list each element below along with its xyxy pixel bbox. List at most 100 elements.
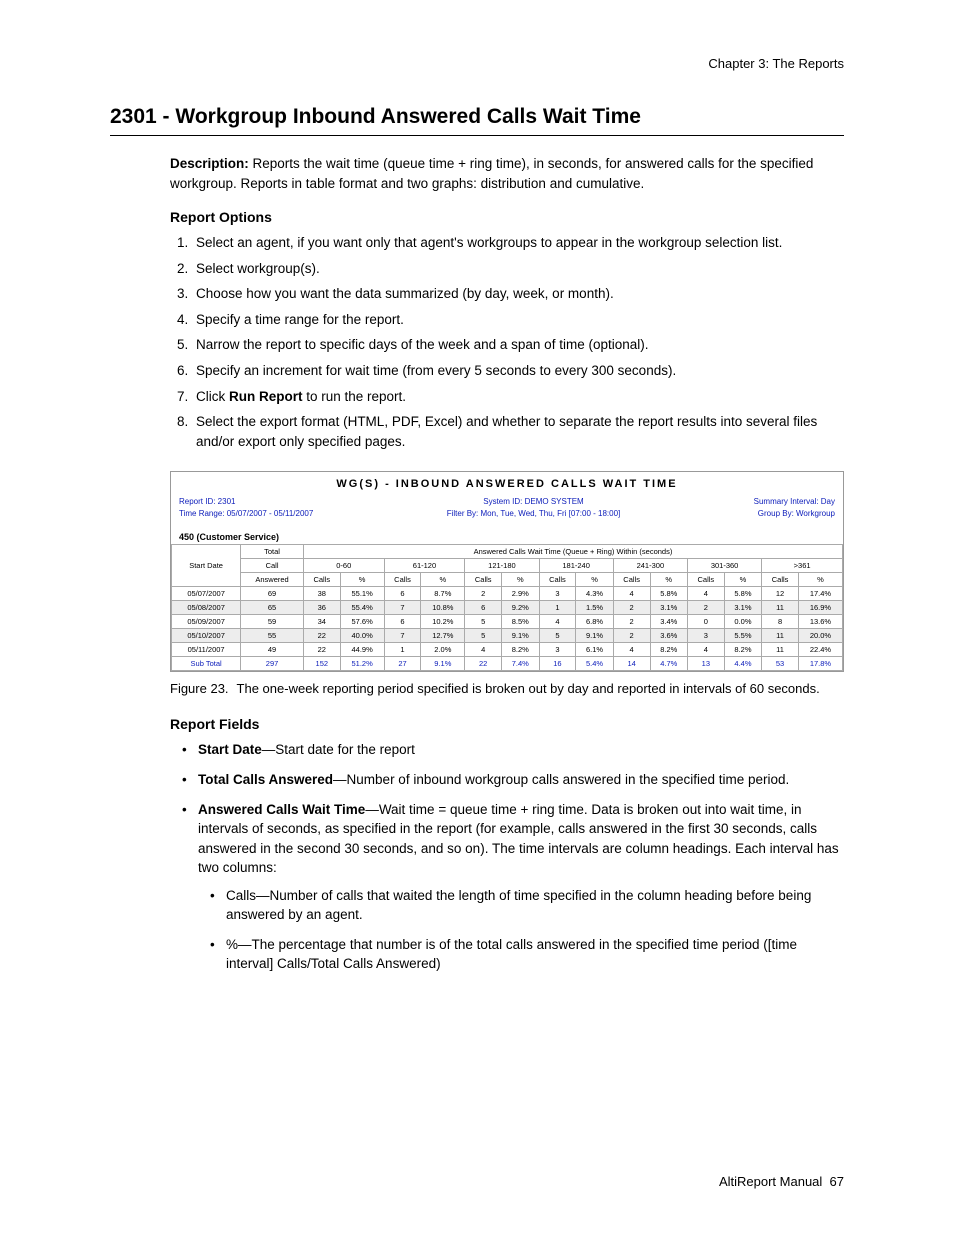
cell: 3.4% — [650, 615, 687, 629]
cell: 5 — [465, 629, 502, 643]
cell: 1 — [384, 643, 421, 657]
range-3: 181-240 — [539, 559, 613, 573]
report-options-heading: Report Options — [170, 209, 844, 225]
cell: 2 — [613, 601, 650, 615]
cell: 2 — [687, 601, 724, 615]
cell: 11 — [762, 629, 799, 643]
cell: 14 — [613, 657, 650, 671]
range-4: 241-300 — [613, 559, 687, 573]
options-list: Select an agent, if you want only that a… — [170, 233, 844, 451]
subcol: Calls — [613, 573, 650, 587]
subcol: Calls — [384, 573, 421, 587]
table-row: 05/07/2007693855.1%68.7%22.9%34.3%45.8%4… — [172, 587, 843, 601]
cell: 17.8% — [798, 657, 842, 671]
subcol: % — [650, 573, 687, 587]
cell: 5.4% — [576, 657, 613, 671]
option-item: Specify an increment for wait time (from… — [192, 361, 844, 381]
option7-pre: Click — [196, 389, 229, 404]
option-item: Choose how you want the data summarized … — [192, 284, 844, 304]
workgroup-label: 450 (Customer Service) — [171, 522, 843, 544]
subcol: % — [576, 573, 613, 587]
cell-total: 69 — [241, 587, 304, 601]
cell: 38 — [303, 587, 340, 601]
cell: 22.4% — [798, 643, 842, 657]
table-row: 05/10/2007552240.0%712.7%59.1%59.1%23.6%… — [172, 629, 843, 643]
footer-page-number: 67 — [830, 1174, 844, 1189]
cell: 5.8% — [724, 587, 761, 601]
cell: 27 — [384, 657, 421, 671]
meta-interval: Summary Interval: Day — [754, 496, 835, 508]
cell: 4.3% — [576, 587, 613, 601]
cell: 1 — [539, 601, 576, 615]
cell: 44.9% — [340, 643, 384, 657]
cell: 40.0% — [340, 629, 384, 643]
cell: 4 — [539, 615, 576, 629]
cell: 6 — [384, 587, 421, 601]
meta-center: System ID: DEMO SYSTEM Filter By: Mon, T… — [447, 496, 621, 520]
cell-subtotal-label: Sub Total — [172, 657, 241, 671]
subcol: Calls — [762, 573, 799, 587]
cell: 2 — [465, 587, 502, 601]
cell: 4 — [613, 643, 650, 657]
footer-text: AltiReport Manual — [719, 1174, 822, 1189]
description-text: Reports the wait time (queue time + ring… — [170, 156, 813, 191]
cell: 22 — [303, 629, 340, 643]
cell: 11 — [762, 643, 799, 657]
meta-right: Summary Interval: Day Group By: Workgrou… — [754, 496, 835, 520]
sub-field-item: Calls—Number of calls that waited the le… — [226, 886, 844, 925]
cell: 9.1% — [502, 629, 539, 643]
chapter-header: Chapter 3: The Reports — [110, 56, 844, 71]
cell: 7.4% — [502, 657, 539, 671]
cell: 8.2% — [724, 643, 761, 657]
field-item: Answered Calls Wait Time—Wait time = que… — [198, 800, 844, 975]
cell: 13.6% — [798, 615, 842, 629]
cell: 8.2% — [650, 643, 687, 657]
cell: 4 — [465, 643, 502, 657]
subcol: Calls — [465, 573, 502, 587]
cell: 3.1% — [724, 601, 761, 615]
data-table: Start Date Total Answered Calls Wait Tim… — [171, 544, 843, 671]
cell: 57.6% — [340, 615, 384, 629]
cell: 2 — [613, 615, 650, 629]
cell-date: 05/11/2007 — [172, 643, 241, 657]
table-row: 05/11/2007492244.9%12.0%48.2%36.1%48.2%4… — [172, 643, 843, 657]
page: Chapter 3: The Reports 2301 - Workgroup … — [0, 0, 954, 1235]
cell: 55.4% — [340, 601, 384, 615]
figure-label: Figure 23. — [170, 680, 237, 698]
cell: 152 — [303, 657, 340, 671]
report-figure: WG(S) - INBOUND ANSWERED CALLS WAIT TIME… — [170, 471, 844, 672]
cell: 53 — [762, 657, 799, 671]
range-5: 301-360 — [687, 559, 761, 573]
cell: 4.7% — [650, 657, 687, 671]
cell: 5 — [465, 615, 502, 629]
cell: 2.0% — [421, 643, 465, 657]
range-0: 0-60 — [303, 559, 384, 573]
report-title: WG(S) - INBOUND ANSWERED CALLS WAIT TIME — [171, 472, 843, 494]
cell: 6.8% — [576, 615, 613, 629]
option-item: Click Run Report to run the report. — [192, 387, 844, 407]
option-item: Select the export format (HTML, PDF, Exc… — [192, 412, 844, 451]
meta-report-id: Report ID: 2301 — [179, 496, 313, 508]
cell: 0.0% — [724, 615, 761, 629]
table-row: 05/09/2007593457.6%610.2%58.5%46.8%23.4%… — [172, 615, 843, 629]
cell: 6 — [384, 615, 421, 629]
col-total-2: Call — [241, 559, 304, 573]
cell: 9.1% — [576, 629, 613, 643]
cell: 16 — [539, 657, 576, 671]
cell-date: 05/07/2007 — [172, 587, 241, 601]
field-start-date-bold: Start Date — [198, 742, 262, 757]
description-paragraph: Description: Reports the wait time (queu… — [170, 154, 844, 193]
field-total-bold: Total Calls Answered — [198, 772, 333, 787]
subcol: Calls — [687, 573, 724, 587]
col-span-header: Answered Calls Wait Time (Queue + Ring) … — [303, 545, 842, 559]
cell: 12.7% — [421, 629, 465, 643]
option7-bold: Run Report — [229, 389, 303, 404]
header-row-2: Call 0-60 61-120 121-180 181-240 241-300… — [172, 559, 843, 573]
fields-list: Start Date—Start date for the report Tot… — [170, 740, 844, 974]
subtotal-row: Sub Total29715251.2%279.1%227.4%165.4%14… — [172, 657, 843, 671]
cell: 13 — [687, 657, 724, 671]
cell: 55.1% — [340, 587, 384, 601]
field-start-date-text: —Start date for the report — [262, 742, 415, 757]
cell: 12 — [762, 587, 799, 601]
cell: 20.0% — [798, 629, 842, 643]
